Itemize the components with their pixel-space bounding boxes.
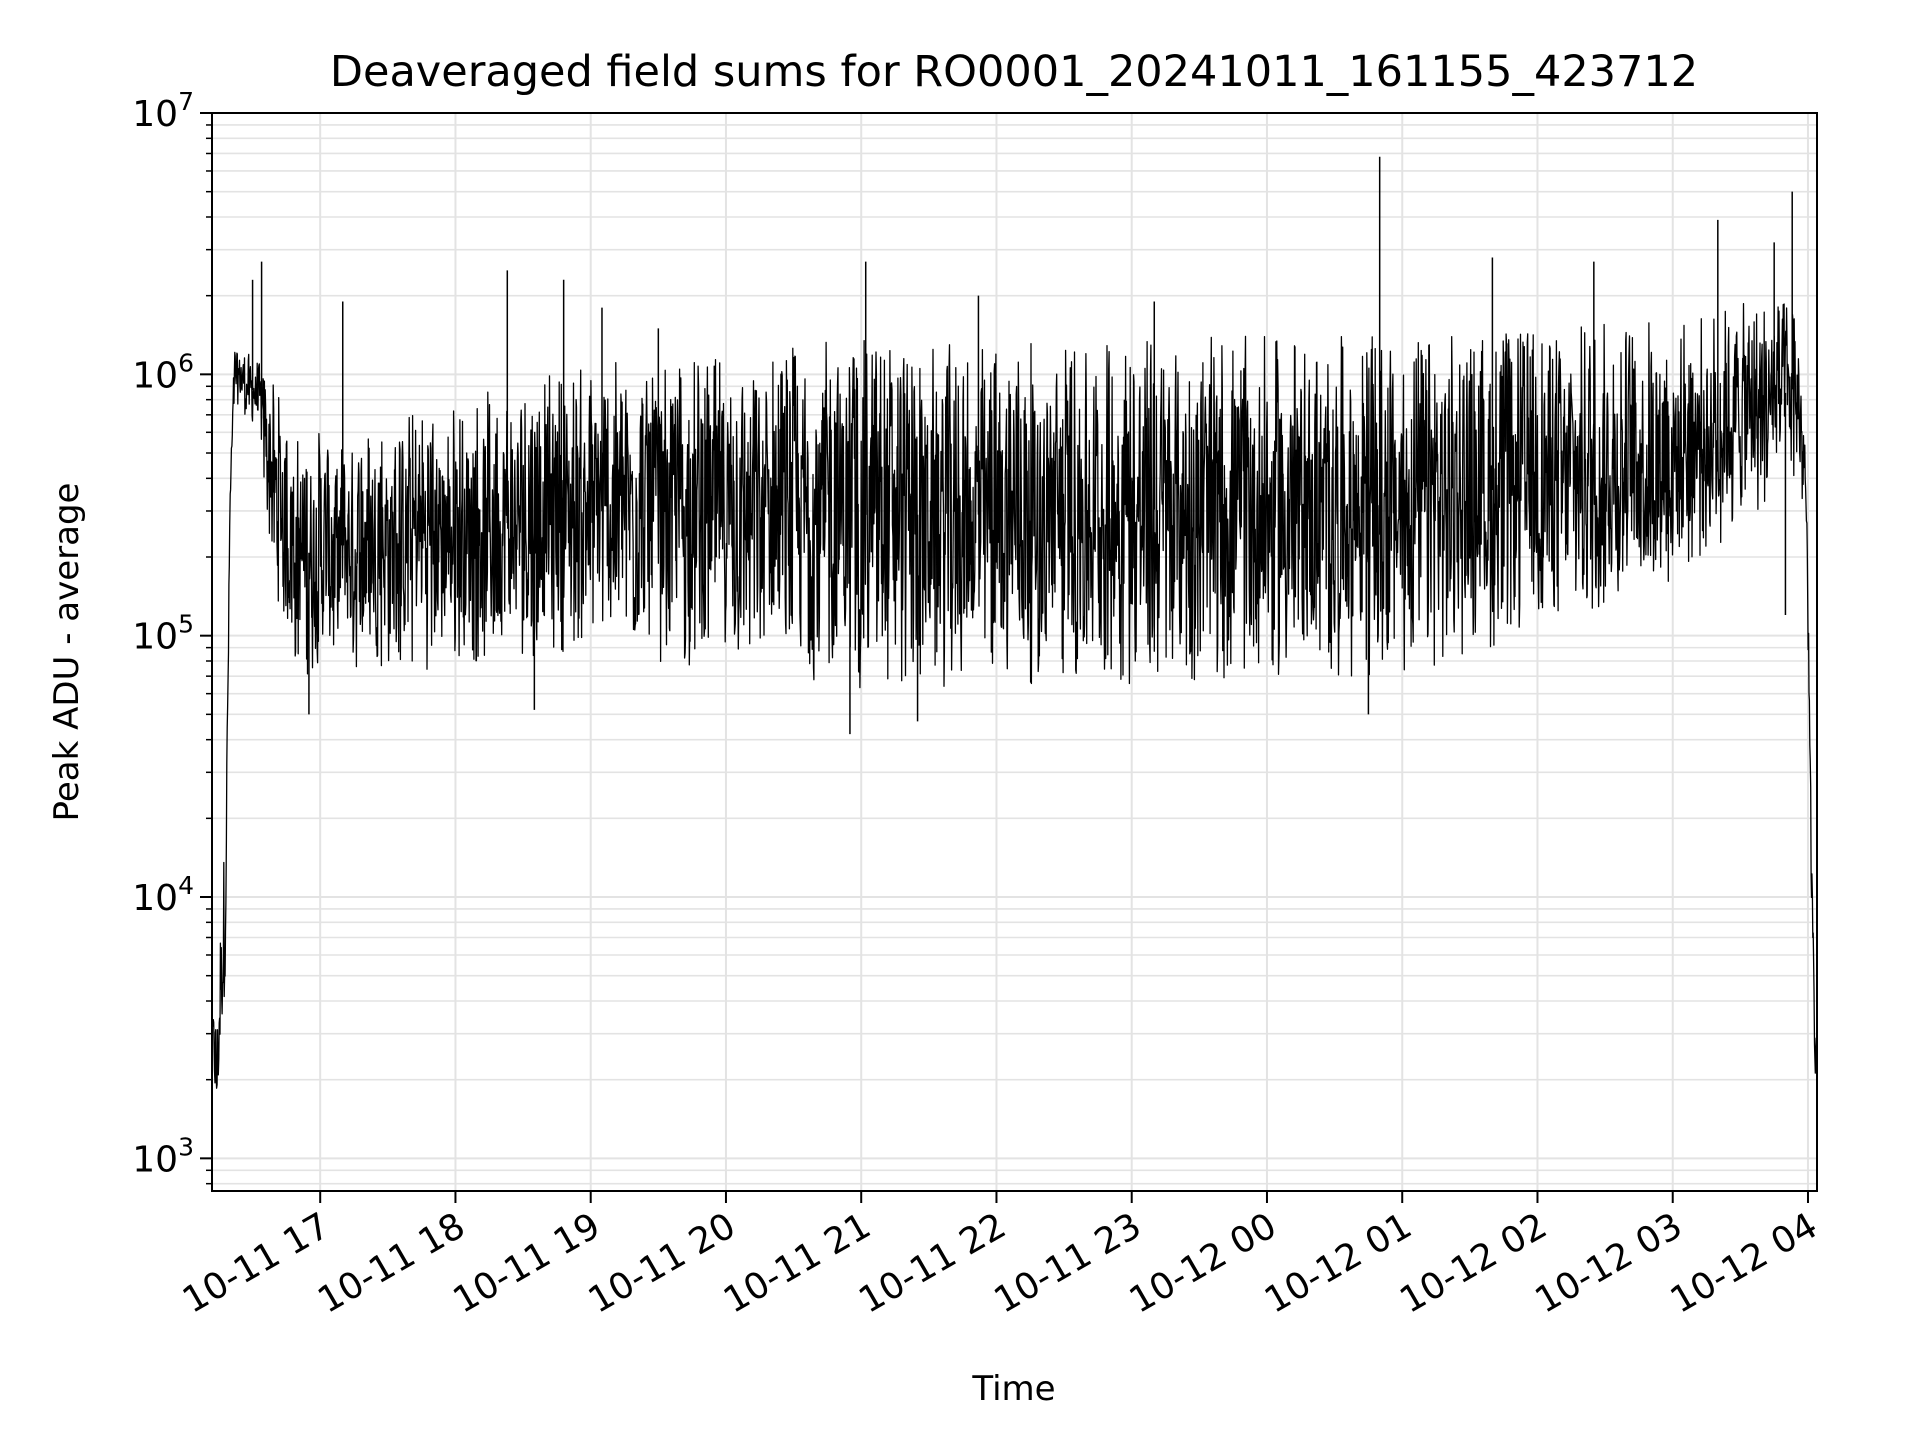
series-line — [211, 302, 1818, 1089]
x-axis-label: Time — [971, 1369, 1055, 1409]
y-tick-label: 103 — [132, 1132, 194, 1180]
plot-frame — [211, 112, 1818, 1192]
series-layer — [211, 156, 1818, 1089]
y-tick-label: 107 — [132, 87, 194, 135]
y-axis-label: Peak ADU - average — [47, 483, 87, 822]
y-axis: 103 104 105 106 107 — [132, 87, 212, 1185]
y-tick-label: 106 — [132, 348, 194, 396]
chart-title: Deaveraged field sums for RO0001_2024101… — [330, 47, 1698, 97]
y-tick-label: 104 — [132, 871, 194, 919]
y-tick-label: 105 — [132, 610, 194, 658]
